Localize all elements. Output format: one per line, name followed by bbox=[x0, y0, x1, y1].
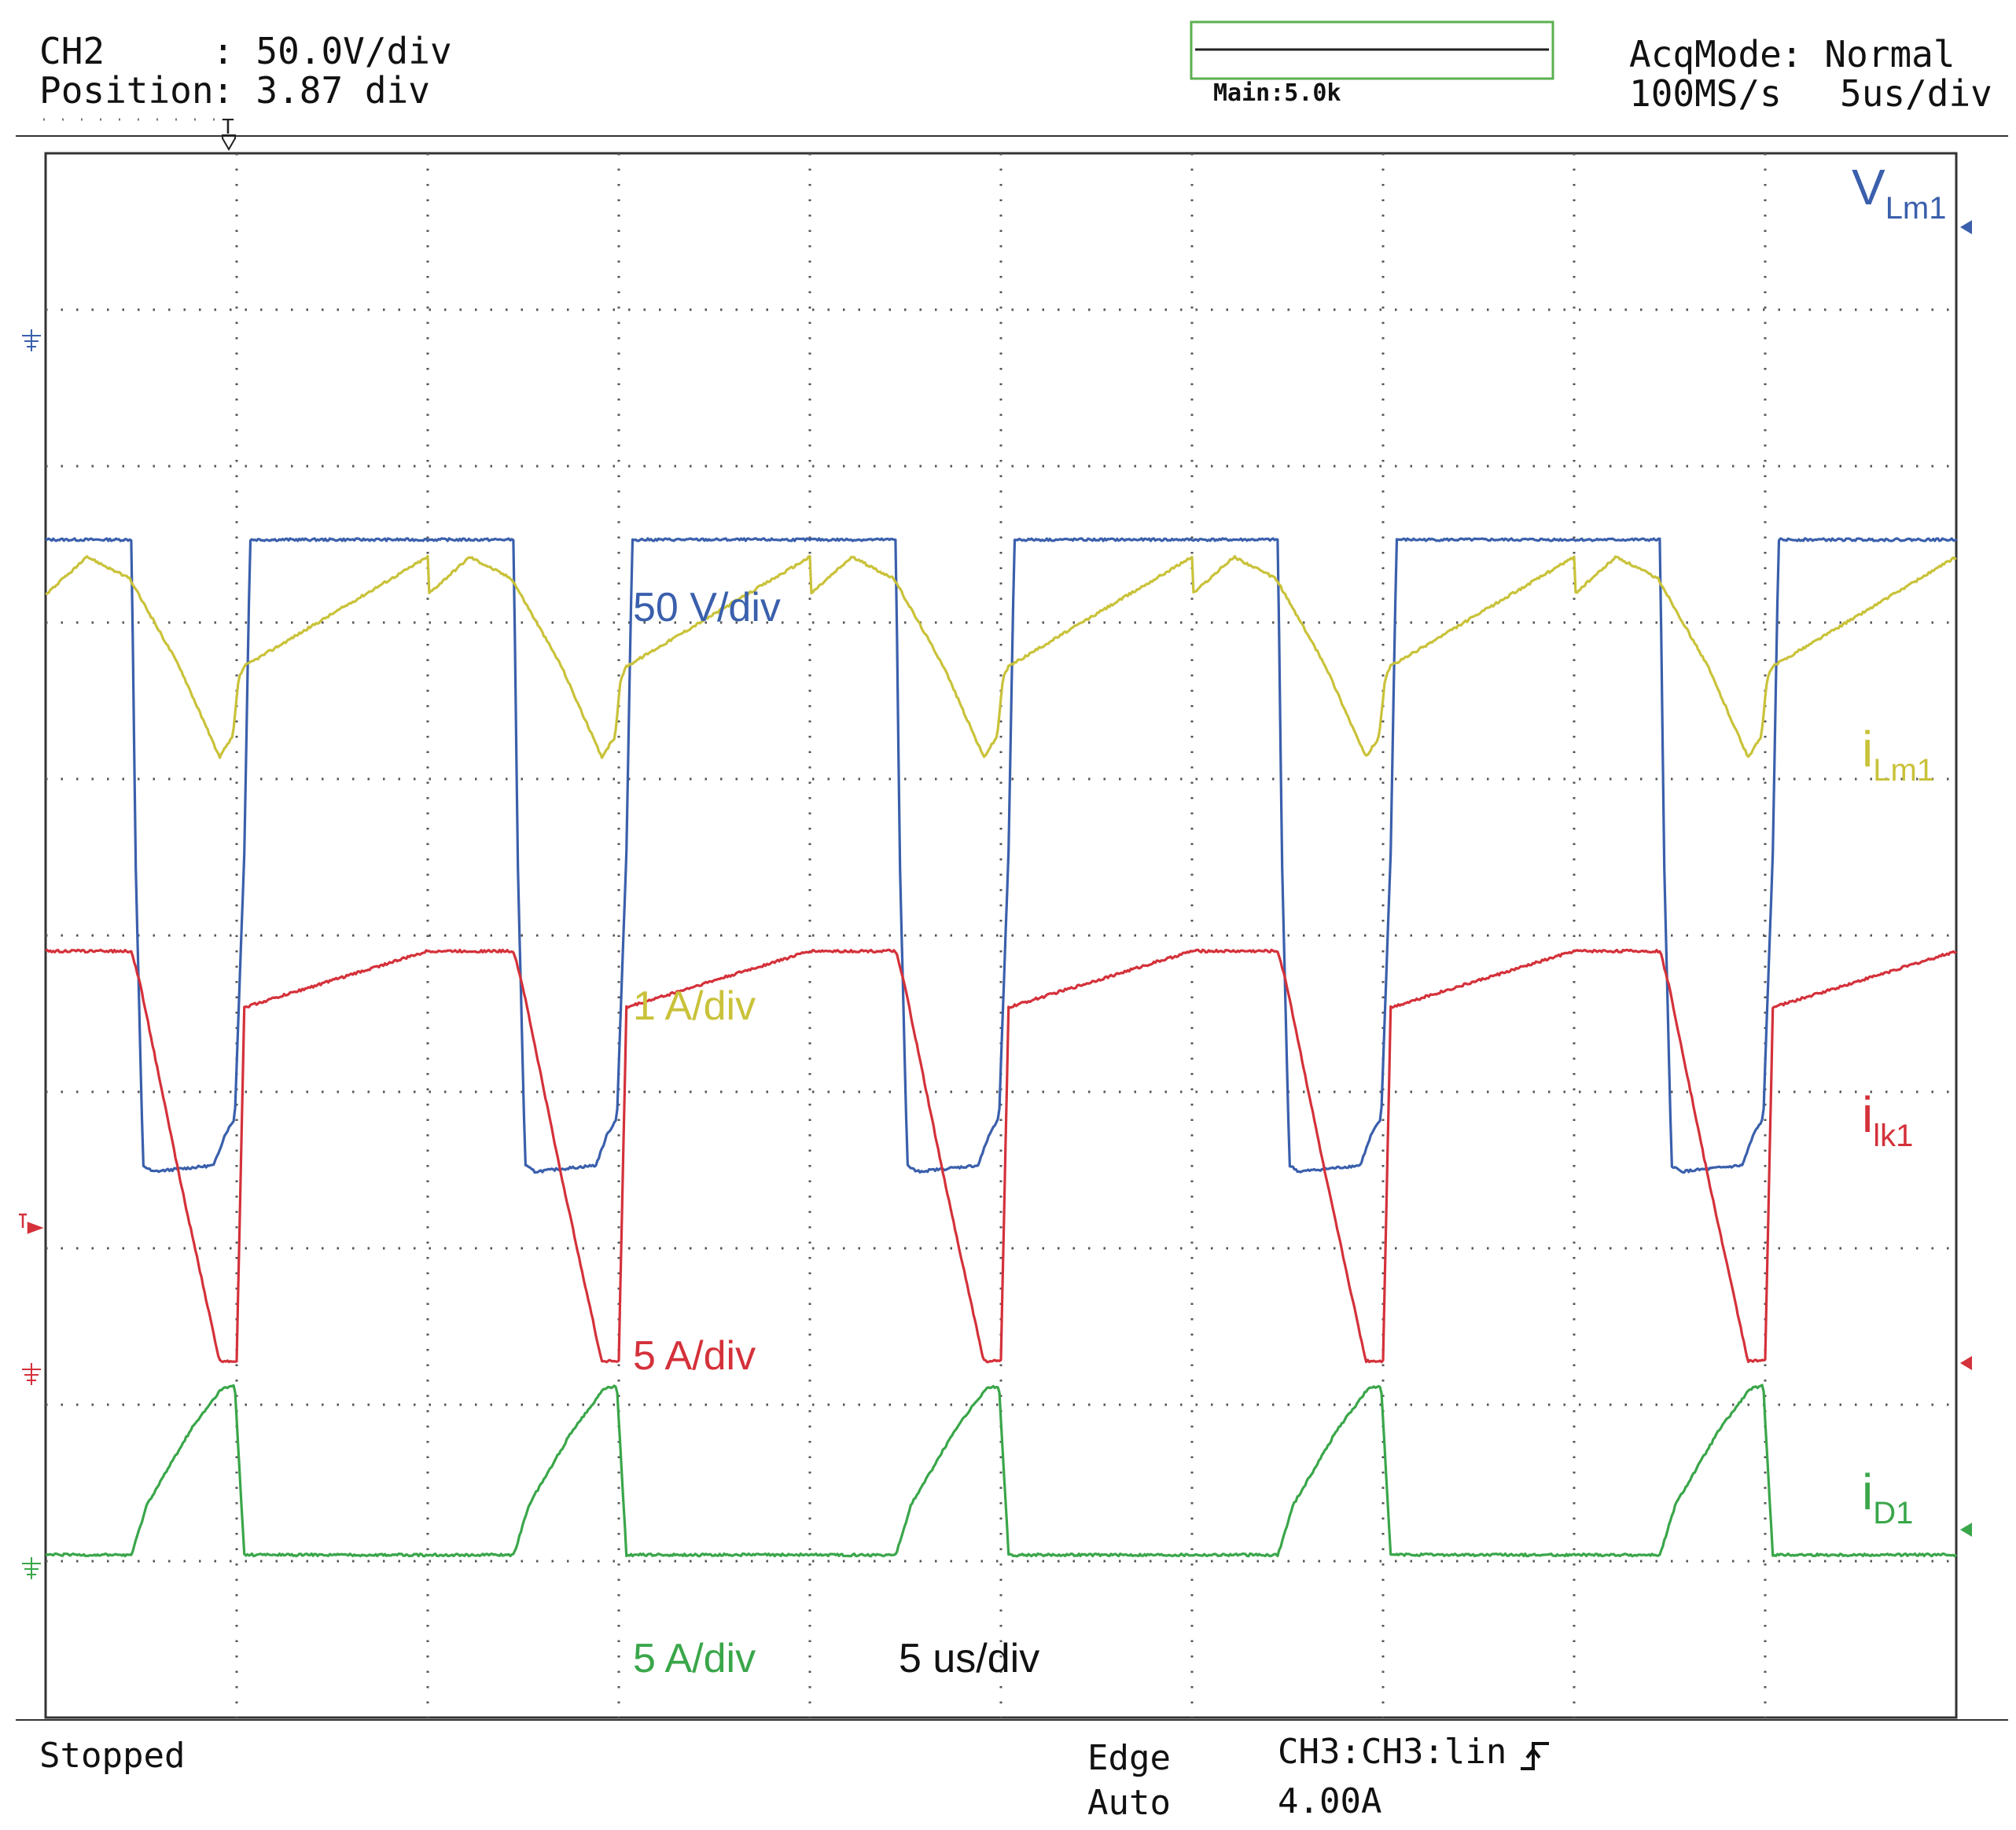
rising-edge-icon bbox=[1521, 1742, 1549, 1770]
position-readout-value: : 3.87 div bbox=[212, 69, 430, 112]
vlm1-label: VLm1 bbox=[1852, 159, 1947, 226]
id1-label: iD1 bbox=[1862, 1464, 1913, 1531]
acq-mode-value: : Normal bbox=[1781, 33, 1955, 75]
id1-offset-marker bbox=[1960, 1523, 1972, 1537]
vlm1-ground-marker bbox=[22, 329, 41, 351]
id1-scale-label: 5 A/div bbox=[633, 1636, 756, 1681]
trigger-mode: Auto bbox=[1087, 1783, 1171, 1823]
vlm1-trace bbox=[45, 537, 1958, 1174]
channel-readout-value: : 50.0V/div bbox=[212, 30, 452, 72]
id1-trace bbox=[45, 1384, 1958, 1558]
vlm1-offset-marker bbox=[1960, 220, 1972, 234]
channel-markers bbox=[19, 220, 1972, 1579]
acq-mode-label: AcqMode bbox=[1629, 33, 1782, 75]
acquisition-status: Stopped bbox=[39, 1736, 186, 1776]
ilk1-trace bbox=[45, 948, 1957, 1364]
ilk1-label: ilk1 bbox=[1862, 1086, 1913, 1153]
time-scale-label: 5 us/div bbox=[899, 1636, 1039, 1681]
timebase-readout: 5us/div bbox=[1840, 72, 1992, 115]
trigger-level: 4.00A bbox=[1278, 1781, 1382, 1821]
ilm1-label: iLm1 bbox=[1862, 721, 1934, 788]
zoom-readout: Main:5.0k bbox=[1213, 79, 1341, 107]
trigger-type: Edge bbox=[1087, 1738, 1171, 1778]
position-readout-label: Position bbox=[39, 69, 214, 112]
trigger-source: CH3:CH3:lin bbox=[1278, 1732, 1507, 1772]
vlm1-scale-label: 50 V/div bbox=[633, 585, 781, 630]
sample-rate-readout: 100MS/s bbox=[1629, 72, 1782, 115]
id1-ground-marker bbox=[22, 1557, 41, 1579]
ilk1-offset-marker bbox=[1960, 1356, 1972, 1370]
waveform-traces bbox=[45, 537, 1958, 1558]
graticule-grid bbox=[46, 153, 1956, 1718]
zoom-indicator-box bbox=[1190, 20, 1554, 80]
trigger-position-marker: T bbox=[222, 116, 236, 152]
ilm1-scale-label: 1 A/div bbox=[633, 983, 756, 1029]
ilk1-ground-marker bbox=[22, 1363, 41, 1385]
channel-readout-label: CH2 bbox=[39, 30, 105, 72]
trigger-level-marker bbox=[19, 1213, 44, 1234]
ilm1-trace bbox=[45, 554, 1957, 759]
ilk1-scale-label: 5 A/div bbox=[633, 1333, 756, 1379]
svg-text:T: T bbox=[222, 116, 234, 139]
